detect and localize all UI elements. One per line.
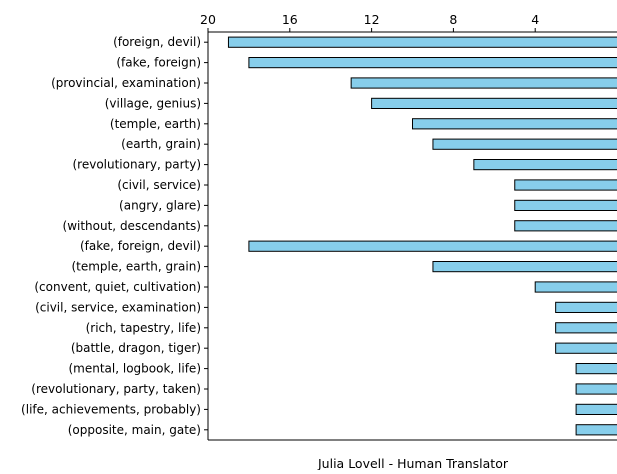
category-label: (battle, dragon, tiger) bbox=[71, 341, 201, 355]
category-label: (fake, foreign) bbox=[116, 56, 201, 70]
category-label: (revolutionary, party, taken) bbox=[31, 382, 201, 396]
bar bbox=[535, 282, 617, 292]
category-label: (mental, logbook, life) bbox=[68, 362, 201, 376]
bar bbox=[433, 262, 617, 272]
category-label: (foreign, devil) bbox=[113, 35, 201, 49]
bar bbox=[515, 221, 617, 231]
bar bbox=[576, 384, 617, 394]
x-tick-label: 8 bbox=[449, 12, 457, 27]
bar bbox=[249, 241, 617, 251]
bar bbox=[413, 119, 617, 129]
category-label: (angry, glare) bbox=[119, 198, 201, 212]
x-axis-ticks: 20 16 12 8 4 bbox=[200, 12, 539, 32]
category-label: (revolutionary, party) bbox=[72, 158, 201, 172]
bar bbox=[249, 58, 617, 68]
category-label: (convent, quiet, cultivation) bbox=[34, 280, 201, 294]
bar bbox=[474, 160, 617, 170]
category-label: (civil, service) bbox=[117, 178, 201, 192]
bar bbox=[515, 200, 617, 210]
x-tick-label: 16 bbox=[282, 12, 298, 27]
category-label: (earth, grain) bbox=[121, 137, 201, 151]
bar bbox=[556, 343, 617, 353]
bar bbox=[351, 78, 617, 88]
bar bbox=[576, 425, 617, 435]
x-tick-label: 12 bbox=[364, 12, 380, 27]
x-tick-label: 4 bbox=[531, 12, 539, 27]
x-tick-label: 20 bbox=[200, 12, 216, 27]
bar bbox=[228, 37, 617, 47]
category-labels: (foreign, devil) (fake, foreign) (provinci… bbox=[21, 35, 201, 437]
axes-layer bbox=[204, 32, 617, 440]
category-label: (without, descendants) bbox=[63, 219, 201, 233]
category-label: (provincial, examination) bbox=[51, 76, 201, 90]
category-label: (fake, foreign, devil) bbox=[80, 239, 201, 253]
bar bbox=[433, 139, 617, 149]
bar bbox=[515, 180, 617, 190]
category-label: (village, genius) bbox=[105, 96, 201, 110]
category-label: (opposite, main, gate) bbox=[68, 423, 201, 437]
category-label: (life, achievements, probably) bbox=[21, 402, 201, 416]
bar bbox=[372, 98, 617, 108]
bar bbox=[556, 323, 617, 333]
bar bbox=[556, 302, 617, 312]
bars-layer bbox=[228, 37, 617, 435]
bar bbox=[576, 404, 617, 414]
x-axis-label: Julia Lovell - Human Translator bbox=[317, 456, 509, 470]
bar bbox=[576, 364, 617, 374]
category-label: (temple, earth) bbox=[110, 117, 201, 131]
category-label: (temple, earth, grain) bbox=[71, 260, 201, 274]
category-label: (rich, tapestry, life) bbox=[86, 321, 201, 335]
category-label: (civil, service, examination) bbox=[35, 300, 201, 314]
